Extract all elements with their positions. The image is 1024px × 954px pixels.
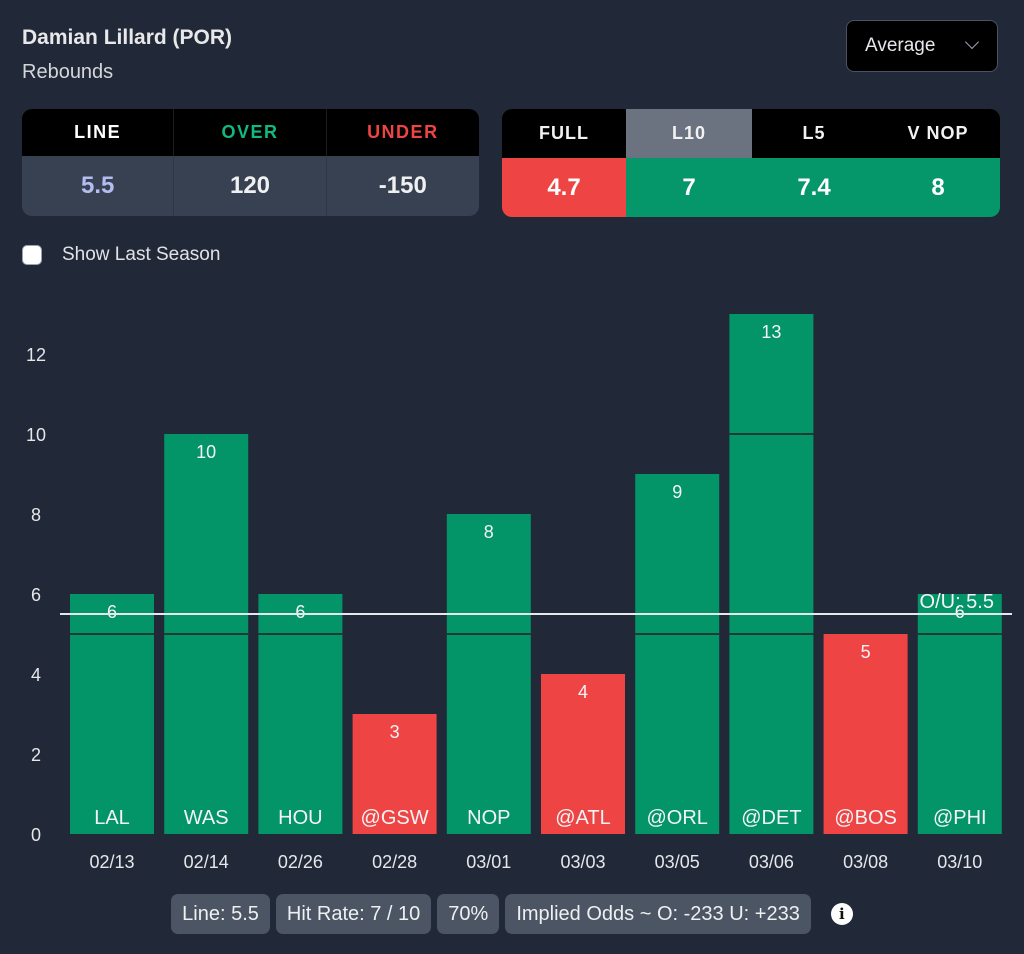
x-tick-label: 03/10 xyxy=(937,852,982,872)
tab-v-nop[interactable]: V NOP xyxy=(876,109,1000,158)
bar-value-label: 6 xyxy=(955,602,965,622)
bar-02-26 xyxy=(258,594,343,834)
y-tick-label: 12 xyxy=(26,345,46,365)
show-last-season-toggle[interactable]: Show Last Season xyxy=(22,244,220,266)
y-tick-label: 0 xyxy=(31,825,41,845)
over-under-label: O/U: 5.5 xyxy=(920,591,994,613)
summary-bar: Line: 5.5 Hit Rate: 7 / 10 70% Implied O… xyxy=(0,894,1024,934)
averages-table: FULL L10 L5 V NOP 4.7 7 7.4 8 xyxy=(502,109,1000,217)
odds-table: LINE OVER UNDER 5.5 120 -150 xyxy=(22,109,479,216)
y-tick-label: 2 xyxy=(31,745,41,765)
chevron-down-icon xyxy=(964,34,980,50)
odds-value-line: 5.5 xyxy=(22,156,175,216)
odds-value-over: 120 xyxy=(174,156,327,216)
bar-value-label: 6 xyxy=(107,602,117,622)
tab-l10[interactable]: L10 xyxy=(626,109,752,158)
bar-value-label: 5 xyxy=(861,642,871,662)
x-tick-label: 03/05 xyxy=(655,852,700,872)
bar-value-label: 4 xyxy=(578,682,588,702)
avg-value-v-nop: 8 xyxy=(876,158,1000,217)
tab-full[interactable]: FULL xyxy=(502,109,626,158)
info-icon[interactable]: i xyxy=(830,903,853,925)
show-last-season-label: Show Last Season xyxy=(62,244,221,265)
y-tick-label: 8 xyxy=(31,505,41,525)
bar-opponent-label: @ATL xyxy=(555,807,611,829)
hit-rate-pill: Hit Rate: 7 / 10 xyxy=(275,894,432,934)
x-tick-label: 03/08 xyxy=(843,852,888,872)
x-tick-label: 02/14 xyxy=(184,852,229,872)
bar-03-05 xyxy=(635,474,720,834)
avg-value-l10: 7 xyxy=(626,158,752,217)
bar-02-28 xyxy=(352,714,437,834)
avg-value-l5: 7.4 xyxy=(752,158,876,217)
bar-opponent-label: NOP xyxy=(467,807,510,829)
odds-header-line: LINE xyxy=(22,109,175,156)
y-tick-label: 6 xyxy=(31,585,41,605)
bar-opponent-label: HOU xyxy=(278,807,322,829)
bar-opponent-label: LAL xyxy=(94,807,130,829)
dropdown-selected: Average xyxy=(865,35,936,56)
x-tick-label: 02/26 xyxy=(278,852,323,872)
stat-type: Rebounds xyxy=(22,61,114,83)
avg-value-full: 4.7 xyxy=(502,158,626,217)
odds-header-under: UNDER xyxy=(326,109,479,156)
bar-value-label: 6 xyxy=(295,602,305,622)
show-last-season-checkbox[interactable] xyxy=(22,245,42,265)
x-tick-label: 02/13 xyxy=(89,852,134,872)
bar-value-label: 3 xyxy=(390,722,400,742)
line-pill: Line: 5.5 xyxy=(171,894,270,934)
hit-percent-pill: 70% xyxy=(437,894,500,934)
bar-value-label: 10 xyxy=(196,442,216,462)
bar-opponent-label: @DET xyxy=(741,807,801,829)
average-dropdown[interactable]: Average xyxy=(846,20,998,72)
bar-02-13 xyxy=(70,594,154,834)
player-name: Damian Lillard (POR) xyxy=(22,26,233,49)
bar-value-label: 9 xyxy=(672,482,682,502)
x-tick-label: 02/28 xyxy=(372,852,417,872)
bar-03-03 xyxy=(541,674,625,834)
bar-value-label: 8 xyxy=(484,522,494,542)
bar-opponent-label: WAS xyxy=(184,807,229,829)
bar-opponent-label: @BOS xyxy=(834,807,897,829)
bar-opponent-label: @PHI xyxy=(933,807,987,829)
x-tick-label: 03/03 xyxy=(560,852,605,872)
bar-value-label: 13 xyxy=(761,322,781,342)
rebounds-bar-chart: 0 2 4 6 8 10 12 6 LAL 02/13 10 WAS 02/14 6 HOU 02/26 3 @G… xyxy=(26,314,1012,872)
x-tick-label: 03/06 xyxy=(749,852,794,872)
y-tick-label: 10 xyxy=(26,425,46,445)
implied-odds-pill: Implied Odds ~ O: -233 U: +233 xyxy=(505,894,811,934)
bar-03-08 xyxy=(823,634,908,834)
tab-l5[interactable]: L5 xyxy=(752,109,876,158)
odds-value-under: -150 xyxy=(326,156,479,216)
x-tick-label: 03/01 xyxy=(466,852,511,872)
bar-03-10 xyxy=(917,594,1002,834)
y-tick-label: 4 xyxy=(31,665,41,685)
bar-03-06 xyxy=(729,314,814,834)
bar-opponent-label: @GSW xyxy=(361,807,429,829)
bar-03-01 xyxy=(446,514,531,834)
odds-header-over: OVER xyxy=(174,109,327,156)
bar-opponent-label: @ORL xyxy=(646,807,707,829)
